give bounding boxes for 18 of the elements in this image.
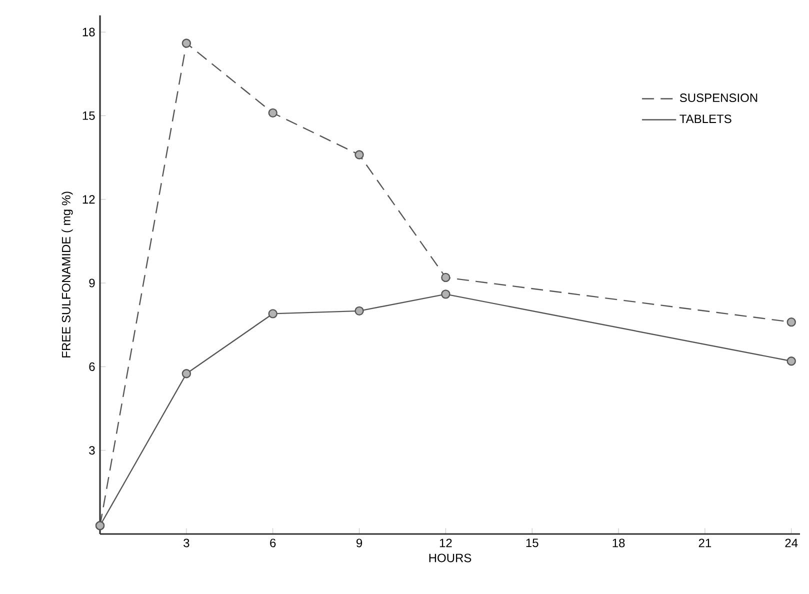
y-tick-label: 3 xyxy=(89,446,95,455)
x-axis-title: HOURS xyxy=(429,554,472,562)
x-tick-label: 18 xyxy=(612,538,625,548)
y-tick-label: 15 xyxy=(82,112,95,120)
x-tick-label: 9 xyxy=(356,538,362,548)
x-tick-label: 6 xyxy=(270,538,276,548)
x-tick-label: 12 xyxy=(440,538,452,548)
y-tick-label: 18 xyxy=(82,28,95,36)
x-tick-label: 24 xyxy=(785,538,798,548)
x-tick-label: 3 xyxy=(184,538,190,548)
legend-label: TABLETS xyxy=(680,114,732,124)
y-tick-label: 9 xyxy=(89,278,95,288)
legend-label: SUSPENSION xyxy=(680,94,758,102)
y-tick-label: 12 xyxy=(82,195,95,204)
y-tick-label: 6 xyxy=(89,362,95,371)
x-tick-label: 21 xyxy=(698,538,712,548)
y-axis-title: FREE SULFONAMIDE ( mg %) xyxy=(62,192,73,358)
x-tick-label: 15 xyxy=(526,538,538,548)
